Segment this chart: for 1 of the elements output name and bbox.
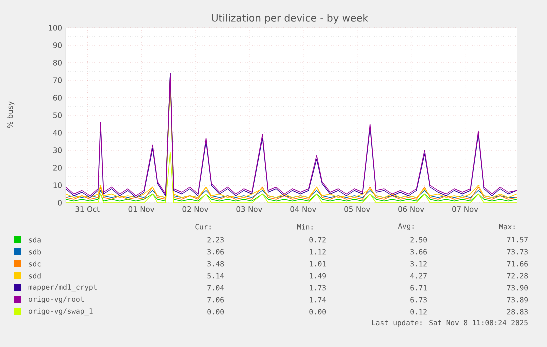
chart-title: Utilization per device - by week: [212, 14, 369, 24]
